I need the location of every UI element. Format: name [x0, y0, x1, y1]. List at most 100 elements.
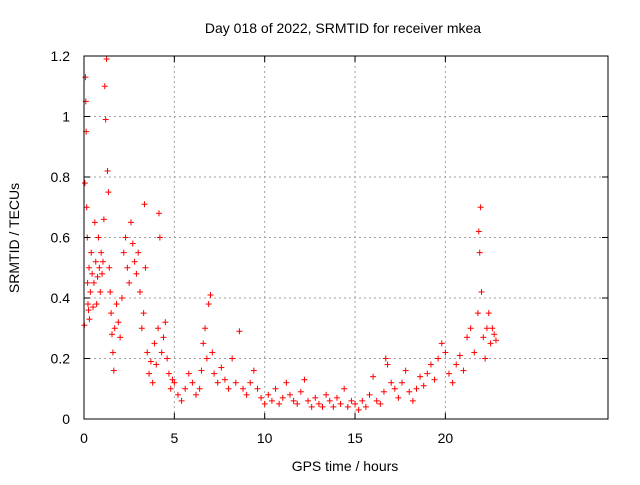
grid-layer — [84, 56, 608, 419]
data-point — [391, 385, 398, 392]
data-point — [427, 361, 434, 368]
data-point — [86, 316, 93, 323]
data-point — [258, 394, 265, 401]
data-point — [254, 385, 261, 392]
data-point — [442, 349, 449, 356]
data-point — [95, 234, 102, 241]
data-point — [485, 310, 492, 317]
data-point — [438, 340, 445, 347]
data-point — [129, 240, 136, 247]
data-point — [453, 361, 460, 368]
data-point — [373, 397, 380, 404]
data-point — [352, 400, 359, 407]
data-point — [138, 325, 145, 332]
data-point — [124, 264, 131, 271]
data-point — [185, 370, 192, 377]
data-point — [88, 249, 95, 256]
data-point — [182, 385, 189, 392]
chart-title: Day 018 of 2022, SRMTID for receiver mke… — [205, 20, 481, 36]
data-point — [478, 288, 485, 295]
data-point — [319, 403, 326, 410]
data-point — [111, 325, 118, 332]
data-point — [104, 167, 111, 174]
data-point — [286, 391, 293, 398]
y-tick-label: 0.2 — [51, 351, 71, 367]
data-point — [203, 355, 210, 362]
data-point — [402, 367, 409, 374]
x-tick-label: 10 — [257, 430, 273, 446]
data-point — [456, 352, 463, 359]
data-point — [243, 391, 250, 398]
points-layer — [81, 56, 499, 413]
data-point — [84, 301, 91, 308]
data-point — [113, 301, 120, 308]
data-point — [87, 288, 94, 295]
data-point — [294, 400, 301, 407]
data-point — [142, 264, 149, 271]
data-point — [90, 304, 97, 311]
data-point — [90, 279, 97, 286]
data-point — [229, 355, 236, 362]
data-point — [214, 379, 221, 386]
y-tick-label: 0.6 — [51, 230, 71, 246]
y-tick-label: 1 — [62, 109, 70, 125]
data-point — [483, 325, 490, 332]
data-point — [99, 270, 106, 277]
data-point — [240, 385, 247, 392]
data-point — [330, 403, 337, 410]
data-point — [171, 379, 178, 386]
data-point — [103, 56, 110, 63]
data-point — [221, 376, 228, 383]
data-point — [85, 307, 92, 314]
data-point — [467, 325, 474, 332]
data-point — [435, 355, 442, 362]
data-point — [491, 331, 498, 338]
data-point — [474, 310, 481, 317]
data-point — [205, 301, 212, 308]
data-point — [109, 331, 116, 338]
data-point — [487, 340, 494, 347]
data-point — [476, 249, 483, 256]
data-point — [272, 385, 279, 392]
y-tick-label: 0.4 — [51, 290, 71, 306]
data-point — [81, 180, 88, 187]
data-point — [120, 249, 127, 256]
y-tick-label: 0 — [62, 411, 70, 427]
data-point — [131, 258, 138, 265]
data-point — [107, 288, 114, 295]
data-point — [370, 373, 377, 380]
data-point — [122, 234, 129, 241]
data-point — [189, 379, 196, 386]
data-point — [110, 367, 117, 374]
x-tick-label: 20 — [438, 430, 454, 446]
data-point — [279, 394, 286, 401]
data-point — [380, 388, 387, 395]
x-tick-label: 15 — [347, 430, 363, 446]
data-point — [198, 367, 205, 374]
data-point — [115, 319, 122, 326]
data-point — [250, 367, 257, 374]
data-point — [341, 385, 348, 392]
data-point — [137, 288, 144, 295]
data-point — [127, 219, 134, 226]
data-point — [153, 361, 160, 368]
data-point — [399, 379, 406, 386]
data-point — [366, 391, 373, 398]
data-point — [126, 279, 133, 286]
ticks-layer: 0 5 10 15 20 0 0.2 0.4 0.6 0.8 1 1.2 — [51, 48, 608, 446]
data-point — [480, 334, 487, 341]
data-point — [489, 325, 496, 332]
data-point — [384, 361, 391, 368]
data-point — [147, 358, 154, 365]
data-point — [117, 334, 124, 341]
data-point — [475, 228, 482, 235]
data-point — [471, 349, 478, 356]
data-point — [91, 219, 98, 226]
data-point — [492, 337, 499, 344]
data-point — [202, 325, 209, 332]
data-point — [323, 391, 330, 398]
data-point — [167, 385, 174, 392]
data-point — [158, 349, 165, 356]
